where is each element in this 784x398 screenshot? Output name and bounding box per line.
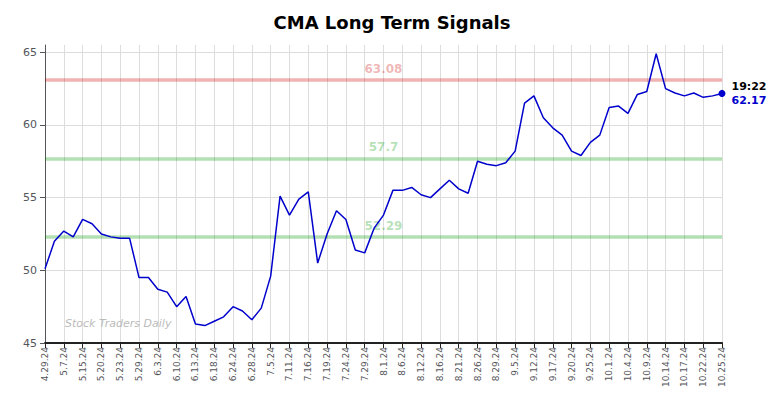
svg-text:Stock Traders Daily: Stock Traders Daily (65, 317, 172, 330)
svg-text:6.13.24: 6.13.24 (190, 347, 200, 382)
svg-text:7.16.24: 7.16.24 (303, 347, 313, 382)
svg-text:6.24.24: 6.24.24 (228, 347, 238, 382)
svg-text:9.12.24: 9.12.24 (529, 347, 539, 382)
svg-text:8.21.24: 8.21.24 (454, 347, 464, 382)
svg-text:10.9.24: 10.9.24 (642, 347, 652, 382)
svg-text:5.20.24: 5.20.24 (96, 347, 106, 382)
svg-text:10.17.24: 10.17.24 (679, 347, 689, 387)
svg-text:7.11.24: 7.11.24 (284, 347, 294, 382)
svg-text:10.1.24: 10.1.24 (604, 347, 614, 382)
svg-text:9.25.24: 9.25.24 (585, 347, 595, 382)
svg-text:6.3.24: 6.3.24 (153, 347, 163, 376)
svg-text:8.26.24: 8.26.24 (473, 347, 483, 382)
svg-text:8.6.24: 8.6.24 (397, 347, 407, 376)
svg-text:9.20.24: 9.20.24 (567, 347, 577, 382)
svg-text:50: 50 (23, 264, 37, 277)
svg-text:19:22: 19:22 (732, 80, 767, 93)
svg-text:8.12.24: 8.12.24 (416, 347, 426, 382)
svg-text:10.14.24: 10.14.24 (661, 347, 671, 387)
svg-text:6.28.24: 6.28.24 (247, 347, 257, 382)
svg-text:7.29.24: 7.29.24 (360, 347, 370, 382)
svg-text:45: 45 (23, 337, 37, 350)
svg-text:60: 60 (23, 118, 37, 131)
svg-text:62.17: 62.17 (732, 94, 767, 107)
svg-text:5.29.24: 5.29.24 (134, 347, 144, 382)
svg-text:10.4.24: 10.4.24 (623, 347, 633, 382)
svg-text:7.5.24: 7.5.24 (266, 347, 276, 376)
svg-text:9.5.24: 9.5.24 (510, 347, 520, 376)
svg-text:10.25.24: 10.25.24 (717, 347, 727, 387)
svg-text:10.22.24: 10.22.24 (698, 347, 708, 387)
svg-text:57.7: 57.7 (369, 140, 399, 154)
svg-text:8.16.24: 8.16.24 (435, 347, 445, 382)
svg-text:8.29.24: 8.29.24 (491, 347, 501, 382)
svg-text:7.19.24: 7.19.24 (322, 347, 332, 382)
svg-text:8.1.24: 8.1.24 (379, 347, 389, 376)
svg-text:6.10.24: 6.10.24 (172, 347, 182, 382)
svg-text:7.24.24: 7.24.24 (341, 347, 351, 382)
svg-text:5.7.24: 5.7.24 (59, 347, 69, 376)
svg-text:9.17.24: 9.17.24 (548, 347, 558, 382)
svg-text:63.08: 63.08 (365, 62, 403, 76)
svg-text:5.15.24: 5.15.24 (78, 347, 88, 382)
svg-text:5.23.24: 5.23.24 (115, 347, 125, 382)
svg-text:CMA Long Term Signals: CMA Long Term Signals (274, 12, 511, 33)
svg-text:6.18.24: 6.18.24 (209, 347, 219, 382)
svg-text:4.29.24: 4.29.24 (40, 347, 50, 382)
svg-text:55: 55 (23, 191, 37, 204)
svg-text:52.29: 52.29 (365, 219, 403, 233)
svg-text:65: 65 (23, 46, 37, 59)
